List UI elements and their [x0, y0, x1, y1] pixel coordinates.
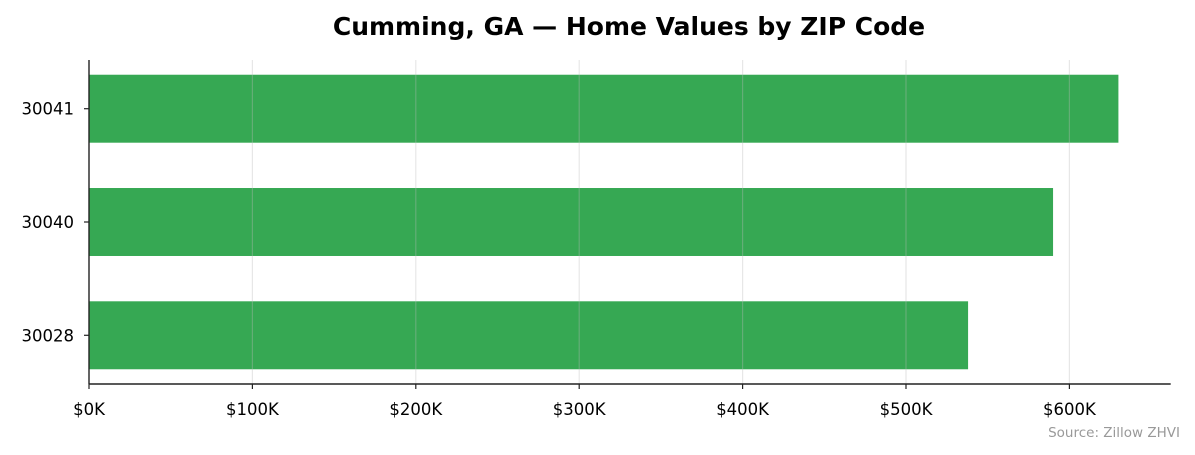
source-annotation: Source: Zillow ZHVI	[1048, 425, 1180, 441]
bar-30040	[89, 188, 1054, 256]
x-tick-label: $100K	[226, 400, 280, 419]
x-tick-label: $300K	[553, 400, 607, 419]
y-tick-label: 30040	[22, 213, 75, 232]
x-tick-label: $0K	[73, 400, 106, 419]
bar-30028	[89, 301, 969, 370]
y-tick-label: 30041	[22, 100, 75, 119]
x-tick-label: $600K	[1043, 400, 1097, 419]
y-tick-label: 30028	[22, 326, 75, 345]
x-tick-label: $500K	[880, 400, 934, 419]
x-tick-label: $400K	[716, 400, 770, 419]
bar-30041	[89, 74, 1119, 143]
x-tick-label: $200K	[389, 400, 443, 419]
chart-title: Cumming, GA — Home Values by ZIP Code	[333, 12, 925, 41]
